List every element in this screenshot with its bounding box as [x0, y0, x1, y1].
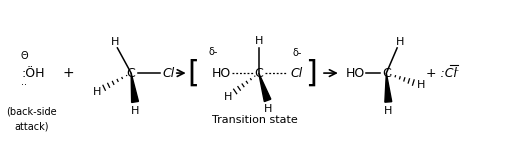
Text: HO: HO — [211, 67, 231, 80]
Text: δ-: δ- — [292, 48, 302, 58]
Text: +: + — [63, 66, 75, 80]
Text: C: C — [127, 67, 136, 80]
Text: H: H — [264, 104, 272, 114]
Polygon shape — [385, 73, 392, 102]
Text: [: [ — [187, 59, 199, 88]
Text: Transition state: Transition state — [212, 115, 298, 125]
Text: H: H — [92, 87, 101, 97]
Polygon shape — [131, 73, 138, 102]
Text: H: H — [111, 37, 119, 47]
Text: Cl: Cl — [162, 67, 174, 80]
Text: + :Cl: + :Cl — [425, 67, 457, 80]
Text: H: H — [224, 92, 232, 102]
Text: δ-: δ- — [208, 47, 218, 57]
Text: Cl: Cl — [291, 67, 303, 80]
Text: H: H — [131, 106, 139, 116]
Text: H: H — [396, 37, 404, 47]
Text: H: H — [255, 36, 263, 46]
Text: H: H — [417, 80, 425, 90]
Text: ··: ·· — [21, 80, 27, 90]
Text: ⁻: ⁻ — [454, 68, 459, 78]
Text: C: C — [382, 67, 390, 80]
Text: C: C — [254, 67, 263, 80]
Text: Θ: Θ — [21, 51, 28, 61]
Text: (back-side: (back-side — [6, 107, 57, 117]
Text: ]: ] — [305, 59, 317, 88]
Text: HO: HO — [346, 67, 365, 80]
Text: :ÖH: :ÖH — [21, 67, 45, 80]
Text: H: H — [384, 106, 393, 116]
Text: attack): attack) — [14, 122, 49, 132]
Polygon shape — [259, 73, 271, 102]
